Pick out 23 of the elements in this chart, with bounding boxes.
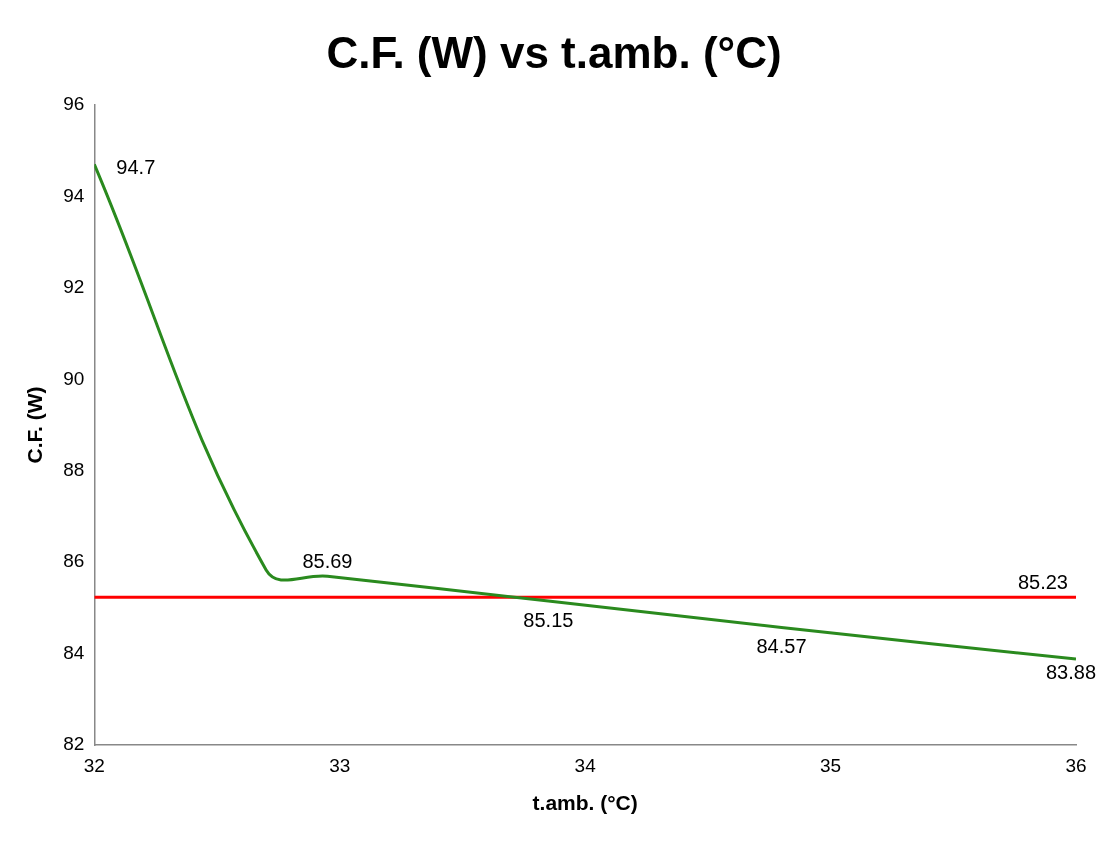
- data-label: 94.7: [116, 155, 156, 178]
- x-tick-label: 35: [820, 754, 842, 776]
- x-tick-label: 32: [83, 754, 105, 776]
- data-label: 85.69: [302, 549, 353, 572]
- ref-line-label: 85.23: [1017, 570, 1068, 593]
- y-tick-label: 82: [63, 733, 85, 755]
- y-tick-label: 92: [63, 276, 85, 298]
- x-tick-label: 33: [329, 754, 351, 776]
- x-axis-title: t.amb. (°C): [532, 791, 638, 815]
- y-tick-label: 96: [63, 93, 85, 115]
- x-tick-label: 34: [574, 754, 597, 776]
- data-label: 83.88: [1045, 660, 1097, 683]
- y-tick-label: 86: [63, 550, 85, 572]
- x-tick-label: 36: [1065, 754, 1087, 776]
- data-label: 84.57: [756, 635, 807, 658]
- chart-title: C.F. (W) vs t.amb. (°C): [325, 28, 783, 78]
- line-series: [94, 162, 1076, 661]
- y-tick-label: 90: [63, 367, 85, 389]
- data-label: 85.15: [523, 608, 574, 631]
- y-axis-title: C.F. (W): [23, 386, 47, 464]
- y-tick-label: 84: [63, 641, 85, 663]
- y-tick-label: 94: [63, 184, 85, 206]
- y-tick-label: 88: [63, 458, 85, 480]
